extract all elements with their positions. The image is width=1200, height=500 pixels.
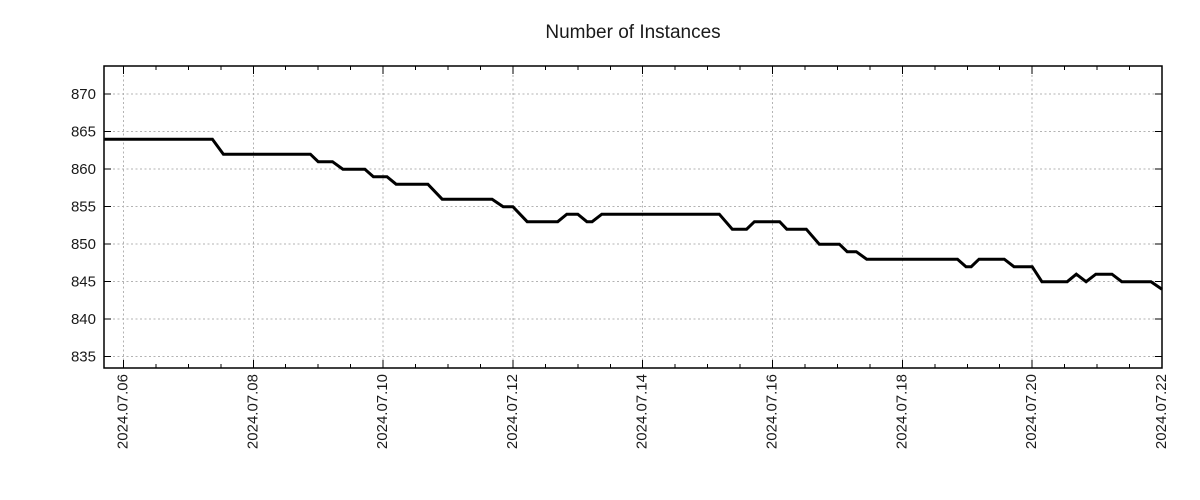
axis-ticks bbox=[104, 66, 1163, 368]
y-axis-labels: 835 840 845 850 855 860 865 870 bbox=[71, 86, 96, 366]
series-line bbox=[104, 137, 1163, 291]
x-axis-labels: 2024.07.06 2024.07.08 2024.07.10 2024.07.12… bbox=[114, 374, 1170, 449]
y-tick-label: 865 bbox=[71, 124, 96, 141]
x-tick-label: 2024.07.18 bbox=[893, 374, 910, 449]
x-tick-label: 2024.07.08 bbox=[244, 374, 261, 449]
y-tick-label: 835 bbox=[71, 349, 96, 366]
y-tick-label: 850 bbox=[71, 236, 96, 253]
gridlines bbox=[104, 66, 1163, 368]
x-tick-label: 2024.07.12 bbox=[504, 374, 521, 449]
chart-title: Number of Instances bbox=[545, 22, 720, 43]
y-tick-label: 855 bbox=[71, 199, 96, 216]
x-tick-label: 2024.07.10 bbox=[374, 374, 391, 449]
y-tick-label: 840 bbox=[71, 311, 96, 328]
plot-frame bbox=[103, 65, 1163, 369]
x-tick-label: 2024.07.20 bbox=[1023, 374, 1040, 449]
y-tick-label: 845 bbox=[71, 274, 96, 291]
x-tick-label: 2024.07.22 bbox=[1153, 374, 1170, 449]
y-tick-label: 870 bbox=[71, 86, 96, 103]
x-tick-label: 2024.07.06 bbox=[114, 374, 131, 449]
x-tick-label: 2024.07.14 bbox=[634, 374, 651, 449]
x-tick-label: 2024.07.16 bbox=[764, 374, 781, 449]
y-tick-label: 860 bbox=[71, 161, 96, 178]
